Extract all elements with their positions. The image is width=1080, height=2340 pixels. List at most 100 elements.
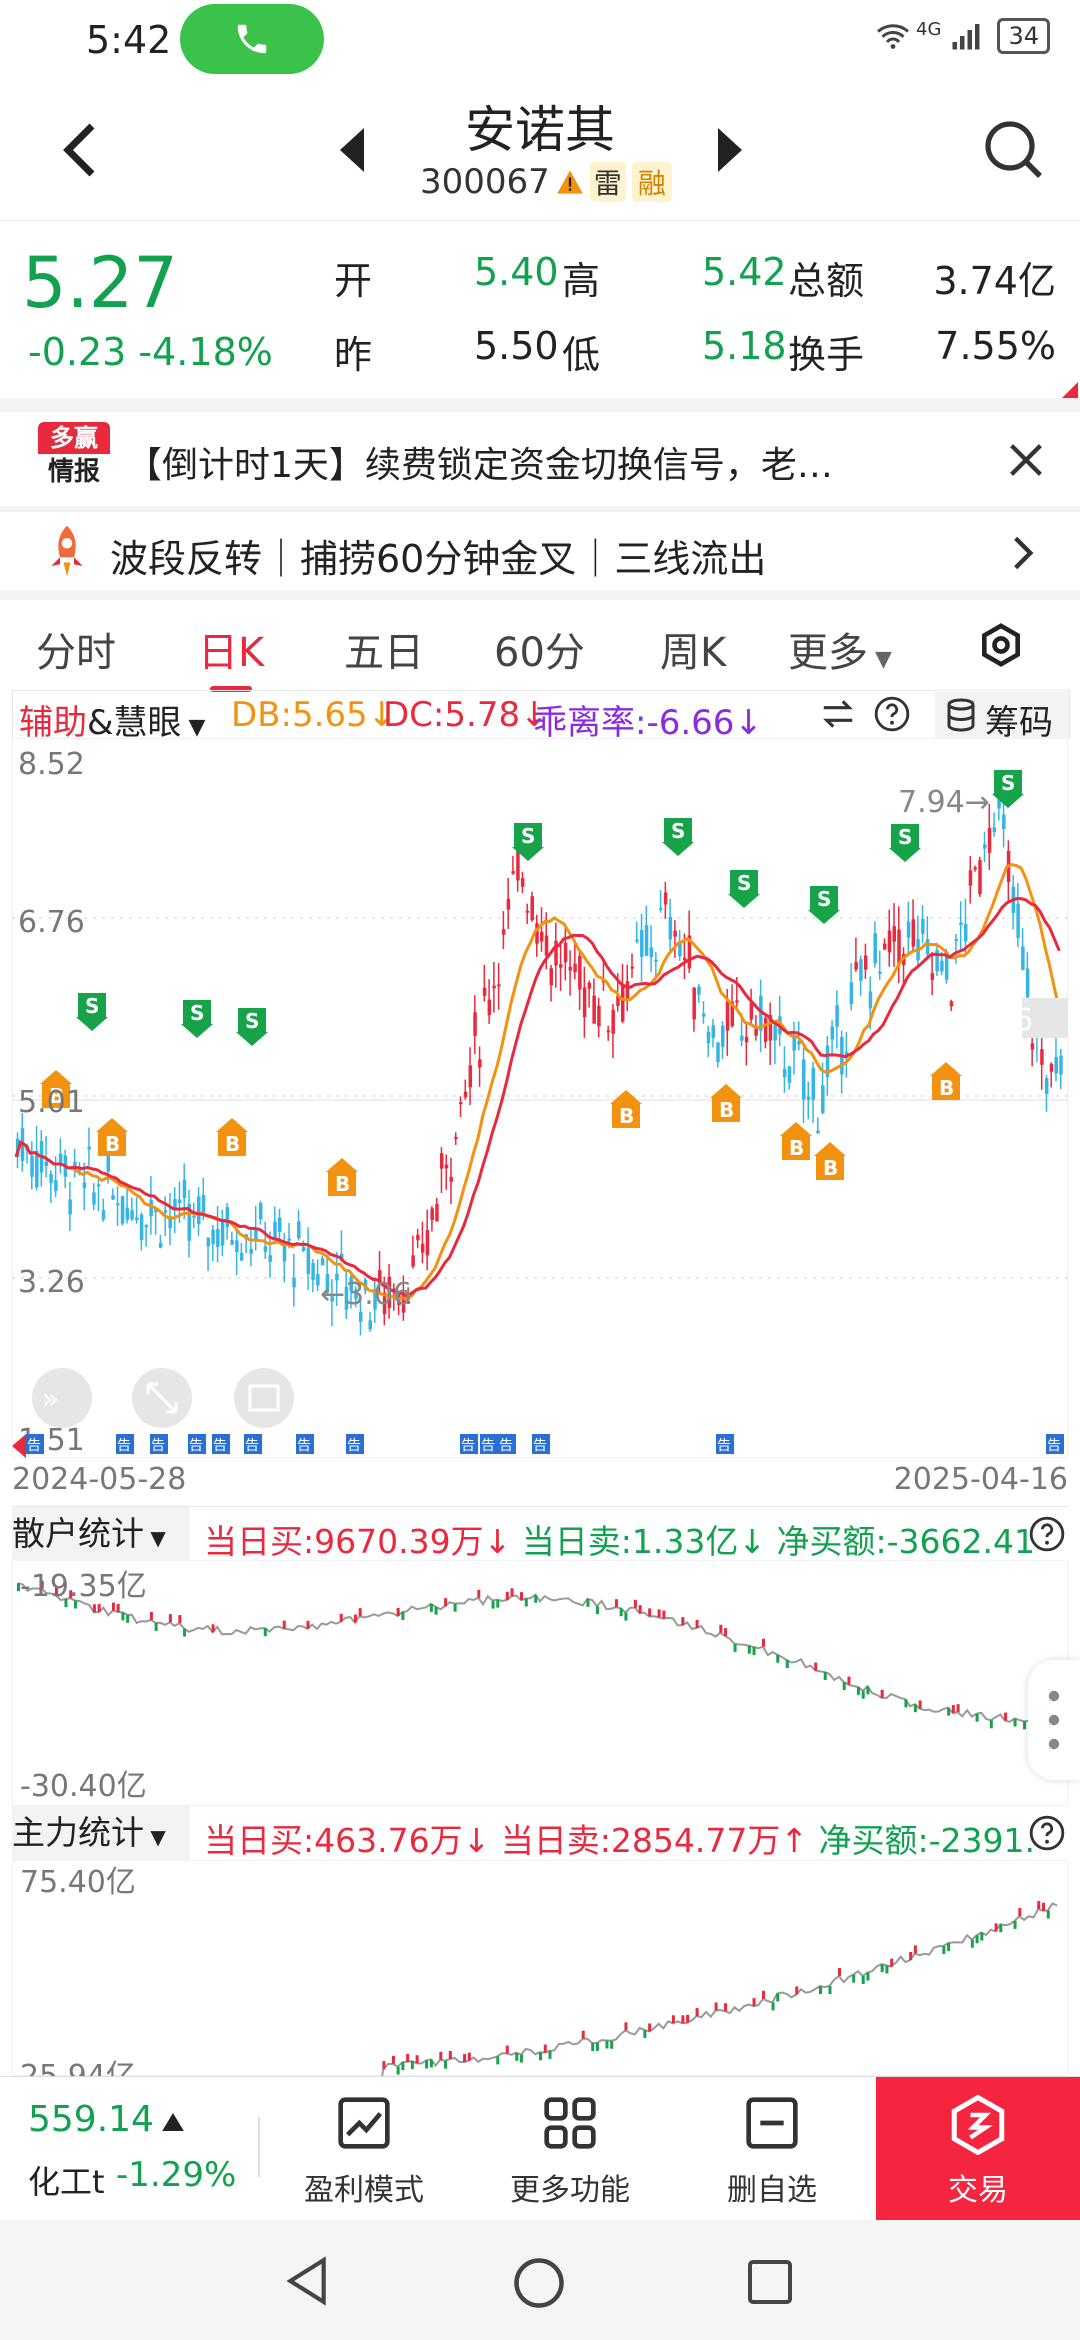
nav-home-icon[interactable] — [512, 2256, 566, 2310]
fast-forward-icon[interactable] — [32, 1368, 92, 1428]
help-icon[interactable] — [1028, 1814, 1066, 1852]
thunder-badge[interactable]: 雷 — [589, 162, 626, 202]
previous-stock-icon[interactable] — [340, 128, 366, 172]
flow-bar — [814, 1662, 818, 1671]
main-stats-chart[interactable]: 75.40亿 25.94亿 — [12, 1860, 1068, 2076]
tab-intraday[interactable]: 分时 — [36, 630, 116, 676]
signal-banner[interactable]: 波段反转｜捕捞60分钟金叉｜三线流出 — [0, 512, 1080, 596]
candle — [973, 867, 977, 870]
nav-recents-icon[interactable] — [746, 2258, 794, 2306]
chart-style-icon[interactable] — [234, 1368, 294, 1428]
help-icon[interactable] — [1028, 1515, 1066, 1553]
divider — [0, 506, 1080, 512]
main-selector[interactable]: 主力统计 ▼ — [12, 1806, 190, 1860]
flow-bar — [856, 1686, 860, 1695]
tab-60min[interactable]: 60分 — [494, 630, 585, 676]
sell-signal-letter: S — [521, 824, 535, 848]
flow-bar — [496, 1599, 500, 1608]
main-y-top: 75.40亿 — [20, 1865, 136, 1900]
y-label-top: 8.52 — [18, 747, 85, 782]
buy-signal-letter: B — [619, 1104, 634, 1128]
next-stock-icon[interactable] — [716, 128, 742, 172]
buy-signal-arrow — [814, 1142, 846, 1156]
tab-daily-k[interactable]: 日K — [198, 620, 264, 692]
candle — [1059, 1055, 1063, 1075]
chips-button[interactable]: 筹码 — [935, 689, 1069, 743]
period-tabs: 分时 日K 五日 60分 周K 更多 ▼ — [0, 608, 1080, 692]
flow-bar — [904, 1699, 908, 1708]
candle — [197, 1196, 201, 1225]
indicator-bar: 辅助&慧眼 ▼ DB:5.65↓ DC:5.78↓ 乖离率:-6.66↓ 筹码 — [12, 689, 1070, 743]
candle — [597, 1005, 601, 1027]
candle — [444, 1164, 449, 1169]
swap-icon[interactable] — [819, 697, 857, 731]
remove-watchlist-button[interactable]: 删自选 — [682, 2077, 862, 2221]
start-date: 2024-05-28 — [12, 1462, 187, 1497]
flow-bar — [947, 1943, 951, 1952]
buy-signal-letter: B — [789, 1136, 804, 1160]
db-value: DB:5.65↓ — [231, 695, 397, 735]
candle — [73, 1161, 77, 1167]
candle — [182, 1179, 187, 1198]
notice-tag — [188, 1434, 206, 1454]
turnover-value: 7.55% — [935, 324, 1056, 368]
trade-button[interactable]: 交易 — [876, 2077, 1080, 2221]
flow-bar — [861, 1975, 865, 1984]
candle — [654, 959, 658, 962]
more-functions-button[interactable]: 更多功能 — [480, 2077, 660, 2221]
retail-flow-line — [17, 1582, 1059, 1725]
retail-marks — [17, 1580, 1055, 1731]
buy-signal-arrow — [40, 1070, 72, 1084]
flow-bar — [785, 1660, 789, 1669]
flow-bar — [1013, 1920, 1017, 1929]
tab-more[interactable]: 更多 ▼ — [788, 620, 892, 678]
close-icon[interactable] — [1008, 442, 1044, 478]
low-label: 低 — [562, 333, 601, 377]
flow-bar — [595, 2042, 599, 2051]
retail-frame — [12, 1560, 1068, 1806]
buy-signal-icon — [612, 1104, 640, 1128]
help-icon[interactable] — [873, 695, 911, 733]
tab-weekly-k[interactable]: 周K — [660, 630, 727, 676]
candle — [754, 1028, 758, 1036]
change-percent: -4.18% — [138, 330, 273, 374]
candle — [983, 844, 987, 849]
candle — [430, 1208, 434, 1221]
nav-back-icon[interactable] — [282, 2256, 332, 2306]
floating-menu[interactable] — [1028, 1660, 1080, 1780]
caret-down-icon: ▼ — [868, 647, 892, 672]
flow-bar — [776, 1654, 780, 1663]
current-price: 5.27 — [22, 242, 178, 324]
retail-selector[interactable]: 散户统计 ▼ — [12, 1507, 190, 1561]
notice-tag-text: 告 — [533, 1438, 547, 1454]
ongoing-call-pill[interactable] — [180, 4, 324, 74]
indicator-selector[interactable]: 辅助&慧眼 ▼ — [19, 695, 205, 744]
settings-hexagon-icon[interactable] — [978, 622, 1024, 668]
candle — [116, 1203, 120, 1206]
promo-banner[interactable]: 多赢 情报 【倒计时1天】续费锁定资金切换信号，老… — [0, 412, 1080, 508]
notice-tag — [26, 1434, 44, 1454]
candle — [482, 987, 487, 996]
index-value[interactable]: 559.14 — [28, 2099, 154, 2140]
candle — [554, 940, 558, 966]
notice-tag-text: 告 — [481, 1438, 495, 1454]
tab-five-day[interactable]: 五日 — [344, 630, 424, 676]
back-icon[interactable] — [60, 122, 100, 178]
candle — [911, 919, 916, 947]
retail-stats-chart[interactable]: -19.35亿 -30.40亿 — [12, 1560, 1068, 1806]
main-sell: 当日卖:2854.77万↑ — [500, 1821, 808, 1860]
flow-bar — [406, 2053, 410, 2062]
signal-icon — [952, 24, 980, 50]
candle — [578, 955, 582, 990]
flow-bar — [747, 1645, 751, 1654]
search-icon[interactable] — [982, 118, 1046, 182]
candle — [177, 1199, 182, 1203]
bottom-action-bar: 559.14 化工t -1.29% 盈利模式 更多功能 删自选 交易 — [0, 2076, 1080, 2221]
flow-bar — [671, 2015, 675, 2024]
candle — [859, 959, 863, 981]
profit-mode-button[interactable]: 盈利模式 — [274, 2077, 454, 2221]
warning-icon — [556, 170, 583, 194]
candle — [925, 939, 930, 955]
notice-tag-text: 告 — [717, 1438, 731, 1454]
